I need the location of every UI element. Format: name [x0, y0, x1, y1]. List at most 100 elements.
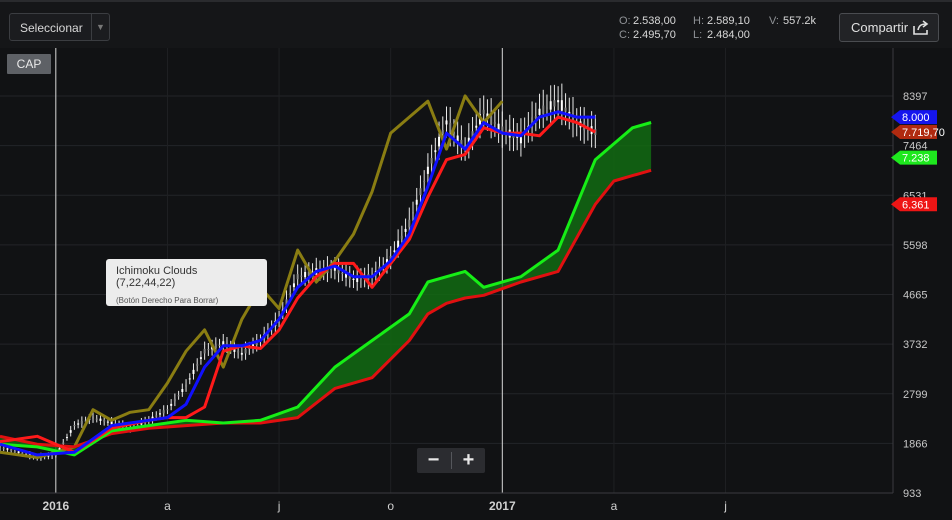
- candle-body: [292, 283, 295, 288]
- low-value: 2.484,00: [707, 29, 750, 41]
- close-label: C:: [619, 29, 630, 41]
- candle-body: [222, 341, 225, 346]
- candle-body: [594, 129, 597, 135]
- candle-body: [248, 348, 251, 350]
- candle-body: [385, 259, 388, 265]
- x-tick-label: j: [723, 499, 727, 513]
- candle-body: [237, 350, 240, 353]
- zoom-in-button[interactable]: +: [462, 449, 475, 471]
- share-icon: [913, 20, 929, 35]
- candle-body: [356, 275, 359, 282]
- candle-body: [560, 100, 563, 111]
- span-b-line: [0, 168, 652, 449]
- tooltip-hint: (Botón Derecho Para Borrar): [116, 296, 219, 305]
- y-tick-label: 8397: [903, 91, 927, 103]
- candle-body: [538, 108, 541, 115]
- candle-body: [69, 430, 72, 433]
- candle-body: [252, 344, 255, 348]
- candle-body: [17, 451, 20, 454]
- candle-body: [233, 347, 236, 352]
- y-tick-label: 4665: [903, 290, 927, 302]
- price-marker-label: 6.361: [902, 199, 930, 211]
- candle-body: [452, 132, 455, 135]
- top-toolbar: Seleccionar ▼ O: 2.538,00 C: 2.495,70 H: 2.…: [0, 0, 952, 48]
- candle-body: [345, 272, 348, 278]
- candle-body: [423, 180, 426, 182]
- candle-body: [456, 135, 459, 142]
- close-value: 2.495,70: [633, 29, 676, 41]
- candle-body: [99, 418, 102, 421]
- price-marker: [891, 197, 937, 212]
- candle-body: [348, 275, 351, 280]
- low-label: L:: [693, 29, 703, 41]
- y-tick-label: 933: [903, 488, 921, 500]
- candle-body: [188, 378, 191, 380]
- chevron-down-icon[interactable]: ▼: [91, 14, 109, 40]
- candle-body: [296, 274, 299, 280]
- zoom-out-button[interactable]: −: [427, 449, 440, 471]
- candle-body: [572, 113, 575, 124]
- candle-body: [516, 135, 519, 138]
- candle-body: [207, 349, 210, 351]
- cap-badge[interactable]: CAP: [7, 54, 51, 74]
- x-tick-label: 2016: [42, 499, 69, 513]
- candle-body: [557, 100, 560, 103]
- candle-body: [62, 442, 65, 444]
- candle-body: [426, 166, 429, 174]
- candle-body: [408, 219, 411, 228]
- span-a-line: [0, 121, 652, 457]
- candle-body: [393, 250, 396, 252]
- candle-body: [501, 126, 504, 135]
- open-value: 2.538,00: [633, 15, 676, 27]
- share-button[interactable]: Compartir: [839, 13, 939, 42]
- zoom-separator: [451, 452, 452, 469]
- candle-body: [438, 136, 441, 147]
- price-marker: [891, 125, 937, 140]
- candle-body: [92, 416, 95, 419]
- candle-body: [65, 437, 68, 439]
- candle-body: [359, 277, 362, 280]
- candle-body: [471, 131, 474, 138]
- candle-body: [244, 348, 247, 354]
- price-marker-label: 7.238: [902, 153, 930, 165]
- candle-body: [54, 454, 57, 456]
- symbol-select[interactable]: Seleccionar ▼: [9, 13, 110, 41]
- price-marker-label: 8.000: [902, 112, 930, 124]
- candle-body: [6, 448, 9, 450]
- candle-body: [553, 100, 556, 107]
- x-tick-label: j: [277, 499, 281, 513]
- candle-body: [352, 278, 355, 280]
- candle-body: [412, 212, 415, 214]
- ohlc-high-low: H: 2.589,10 L: 2.484,00: [693, 14, 750, 42]
- candle-body: [0, 445, 1, 449]
- candle-body: [482, 109, 485, 114]
- candle-body: [80, 420, 83, 424]
- x-tick-label: o: [387, 499, 394, 513]
- candle-body: [155, 415, 158, 417]
- high-label: H:: [693, 15, 704, 27]
- x-tick-label: a: [611, 499, 618, 513]
- candle-body: [192, 369, 195, 374]
- indicator-tooltip: Ichimoku Clouds (7,22,44,22) (Botón Dere…: [106, 259, 267, 306]
- ohlc-open-close: O: 2.538,00 C: 2.495,70: [619, 14, 676, 42]
- conversion-line-line: [0, 110, 596, 457]
- tooltip-title: Ichimoku Clouds (7,22,44,22): [116, 265, 198, 289]
- candle-body: [311, 271, 314, 274]
- share-label: Compartir: [851, 20, 909, 35]
- candle-body: [77, 423, 80, 425]
- candle-body: [490, 114, 493, 125]
- candle-body: [21, 452, 24, 454]
- candle-body: [151, 416, 154, 420]
- candle-body: [58, 448, 61, 450]
- candle-body: [84, 420, 87, 422]
- candle-body: [542, 105, 545, 114]
- candle-body: [173, 398, 176, 402]
- candle-body: [140, 422, 143, 425]
- candle-body: [106, 421, 109, 423]
- volume-value: 557.2k: [783, 15, 817, 27]
- candle-body: [103, 419, 106, 422]
- candle-body: [419, 188, 422, 195]
- y-tick-label: 1866: [903, 438, 927, 450]
- candle-body: [445, 120, 448, 125]
